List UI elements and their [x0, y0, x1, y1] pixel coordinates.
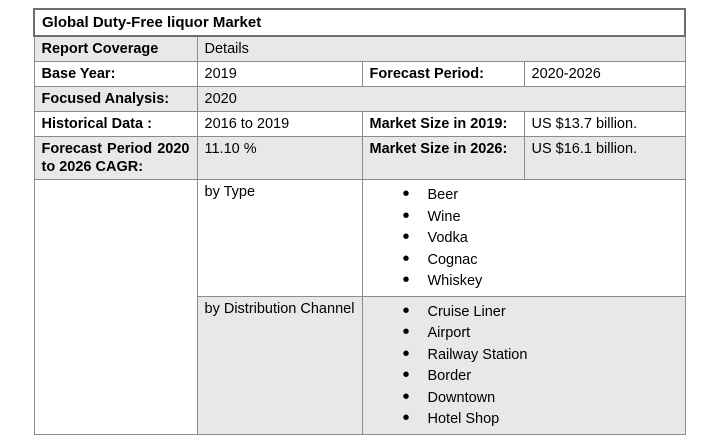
list-item: Whiskey	[370, 270, 678, 293]
table-row-segmentation: by Distribution Channel Cruise Liner Air…	[34, 295, 686, 435]
distribution-channel-list: Cruise Liner Airport Railway Station Bor…	[370, 301, 678, 431]
forecast-period-value: 2020-2026	[523, 61, 686, 87]
by-distribution-channel-label: by Distribution Channel	[196, 295, 363, 435]
base-year-value: 2019	[196, 61, 363, 87]
market-report-table: Global Duty-Free liquor Market Report Co…	[32, 8, 687, 435]
report-coverage-label: Report Coverage	[33, 35, 198, 62]
market-size-2019-value: US $13.7 billion.	[523, 111, 686, 137]
historical-data-label: Historical Data :	[33, 111, 198, 137]
report-coverage-value: Details	[196, 35, 686, 62]
list-item: Vodka	[370, 227, 678, 250]
type-list: Beer Wine Vodka Cognac Whiskey	[370, 184, 678, 293]
table-row-header: Report Coverage Details	[33, 35, 686, 62]
table-title: Global Duty-Free liquor Market	[32, 8, 687, 37]
focused-analysis-label: Focused Analysis:	[33, 86, 198, 112]
table-row: Base Year: 2019 Forecast Period: 2020-20…	[33, 61, 686, 87]
list-item: Beer	[370, 184, 678, 207]
table-row-segmentation: by Type Beer Wine Vodka Cognac Whiskey	[33, 179, 686, 435]
list-item: Cognac	[370, 249, 678, 272]
page-background: Global Duty-Free liquor Market Report Co…	[0, 0, 706, 423]
list-item: Airport	[370, 322, 678, 345]
market-size-2026-value: US $16.1 billion.	[523, 136, 686, 180]
table-row: Forecast Period 2020 to 2026 CAGR: 11.10…	[33, 136, 686, 180]
historical-data-value: 2016 to 2019	[196, 111, 363, 137]
list-item: Wine	[370, 206, 678, 229]
base-year-label: Base Year:	[33, 61, 198, 87]
list-item: Downtown	[370, 387, 678, 410]
cagr-value: 11.10 %	[196, 136, 363, 180]
by-distribution-channel-items-cell: Cruise Liner Airport Railway Station Bor…	[361, 295, 686, 435]
forecast-period-label: Forecast Period:	[361, 61, 525, 87]
list-item: Border	[370, 365, 678, 388]
segmentation-spacer-cell	[33, 179, 198, 435]
cagr-label: Forecast Period 2020 to 2026 CAGR:	[33, 136, 198, 180]
list-item: Cruise Liner	[370, 301, 678, 324]
by-type-label: by Type	[196, 179, 363, 297]
market-size-2019-label: Market Size in 2019:	[361, 111, 525, 137]
list-item: Railway Station	[370, 344, 678, 367]
market-size-2026-label: Market Size in 2026:	[361, 136, 525, 180]
by-type-items-cell: Beer Wine Vodka Cognac Whiskey	[361, 179, 686, 297]
table-row: Focused Analysis: 2020	[33, 86, 686, 112]
focused-analysis-value: 2020	[196, 86, 686, 112]
table-row: Historical Data : 2016 to 2019 Market Si…	[33, 111, 686, 137]
list-item: Hotel Shop	[370, 408, 678, 431]
table-row-title: Global Duty-Free liquor Market	[32, 8, 687, 37]
